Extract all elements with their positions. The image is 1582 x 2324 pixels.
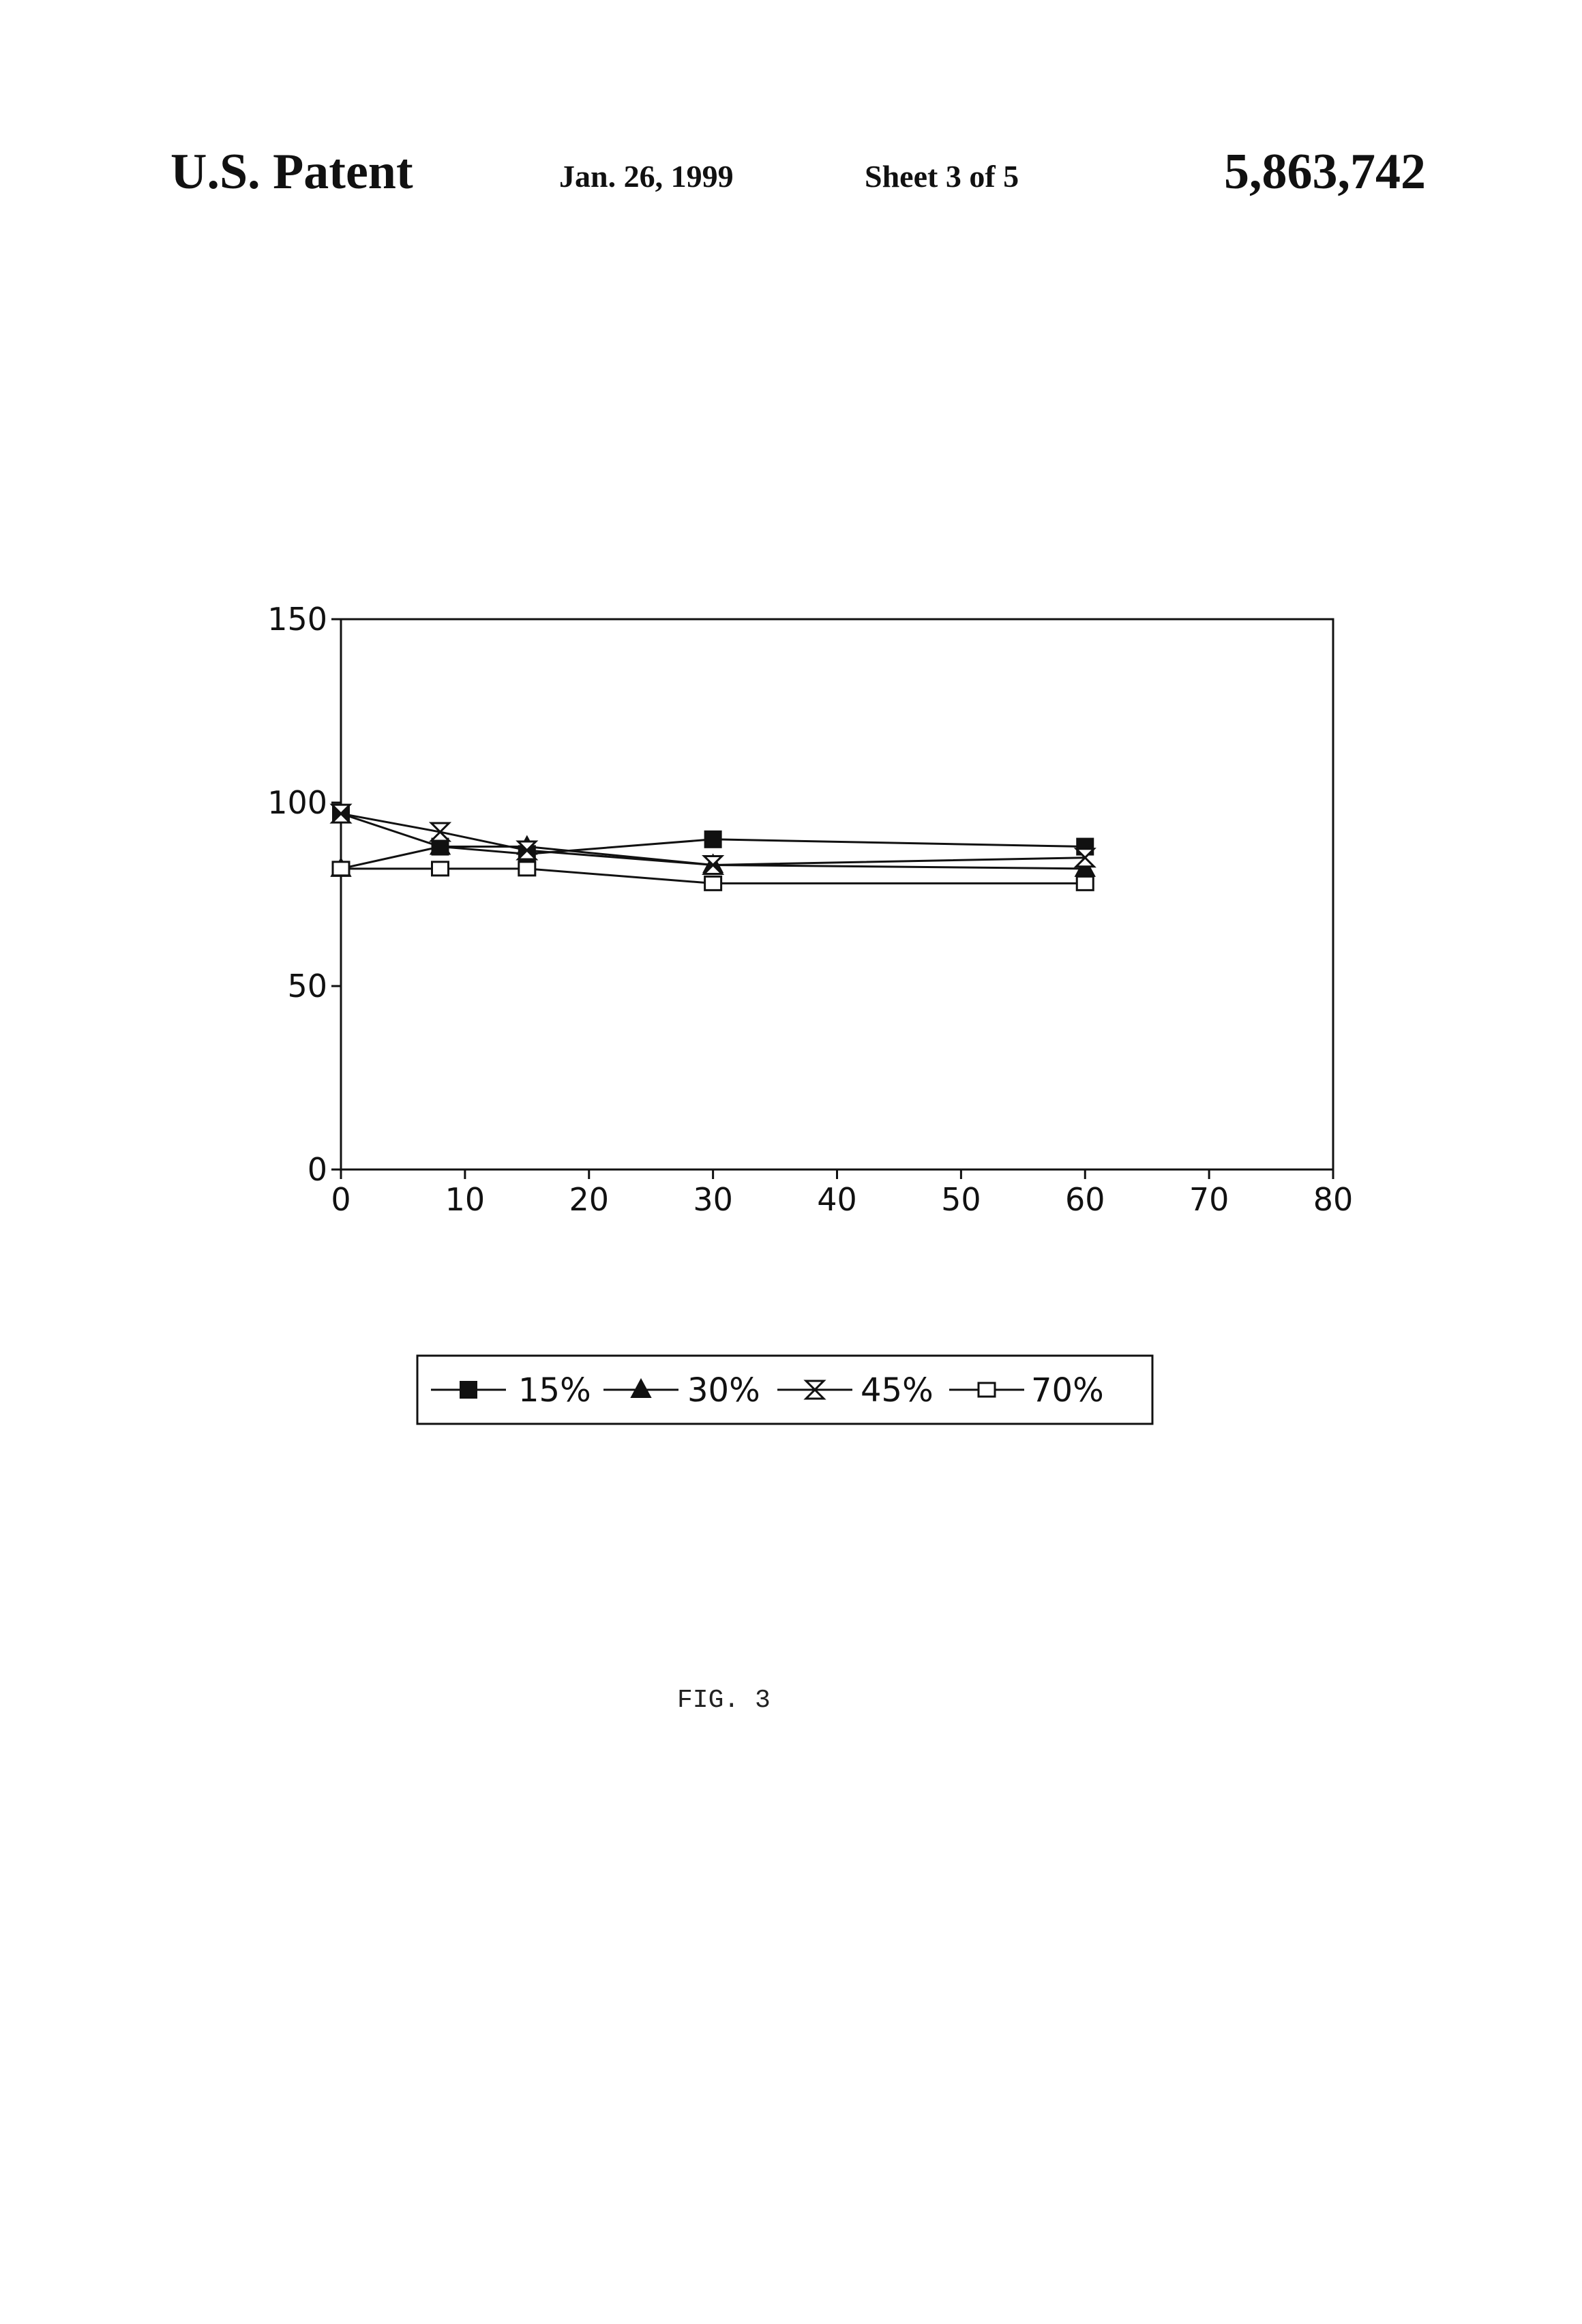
legend-marker: [803, 1380, 826, 1400]
data-point: [1075, 875, 1094, 891]
data-point: [431, 861, 449, 877]
data-point: [518, 861, 537, 877]
x-tick-label: 40: [817, 1181, 857, 1218]
data-point: [702, 854, 725, 875]
figure-label: FIG. 3: [677, 1686, 771, 1715]
data-point: [329, 803, 353, 824]
y-tick-label: 50: [287, 968, 327, 1004]
legend-label: 15%: [518, 1371, 591, 1410]
legend: 15% 30% 45% 70%: [416, 1354, 1154, 1425]
data-point: [516, 840, 539, 861]
patent-date: Jan. 26, 1999: [559, 159, 734, 194]
data-point: [1073, 848, 1096, 868]
data-point: [331, 861, 350, 877]
data-point: [428, 822, 452, 842]
x-tick-label: 50: [941, 1181, 981, 1218]
legend-marker: [630, 1377, 652, 1398]
series-group: [329, 803, 1096, 891]
x-tick-label: 80: [1313, 1181, 1354, 1218]
data-point: [704, 830, 722, 848]
patent-label: U.S. Patent: [170, 144, 413, 200]
legend-marker: [977, 1382, 996, 1398]
legend-frame: [416, 1354, 1154, 1425]
y-tick-label: 100: [267, 784, 327, 821]
x-tick-label: 20: [569, 1181, 609, 1218]
y-axis: 0 50 100 150: [267, 601, 341, 1188]
x-axis: 0 10 20 30 40 50 60 70 80: [331, 1170, 1353, 1218]
x-tick-label: 10: [445, 1181, 486, 1218]
x-tick-label: 70: [1189, 1181, 1229, 1218]
sheet-number: Sheet 3 of 5: [865, 159, 1019, 194]
x-tick-label: 0: [331, 1181, 350, 1218]
y-tick-label: 0: [308, 1151, 327, 1188]
x-tick-label: 60: [1065, 1181, 1105, 1218]
data-point: [429, 835, 451, 855]
legend-label: 30%: [687, 1371, 760, 1410]
data-point: [704, 875, 723, 891]
legend-label: 45%: [861, 1371, 934, 1410]
plot-frame: [340, 618, 1334, 1171]
y-tick-label: 150: [267, 601, 327, 638]
x-tick-label: 30: [693, 1181, 733, 1218]
legend-marker: [460, 1381, 477, 1399]
patent-number: 5,863,742: [1224, 144, 1426, 200]
legend-label: 70%: [1031, 1371, 1104, 1410]
